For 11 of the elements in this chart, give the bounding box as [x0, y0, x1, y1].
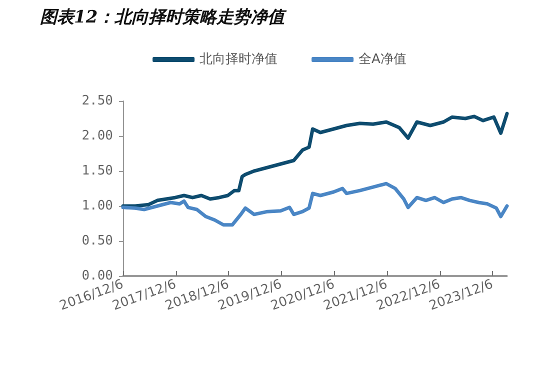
- y-tick-label: 0.00: [82, 268, 113, 284]
- y-tick-label: 0.50: [82, 234, 113, 248]
- legend-label: 全A净值: [358, 52, 406, 67]
- chart-title: 图表12：北向择时策略走势净值: [40, 8, 288, 28]
- legend-label: 北向择时净值: [200, 52, 278, 67]
- y-tick-label: 2.00: [82, 128, 113, 144]
- y-tick-label: 1.50: [82, 164, 113, 178]
- line-series: [121, 182, 509, 227]
- line-series: [121, 112, 509, 208]
- y-tick-label: 1.00: [82, 198, 113, 214]
- y-tick-label: 2.50: [82, 94, 113, 108]
